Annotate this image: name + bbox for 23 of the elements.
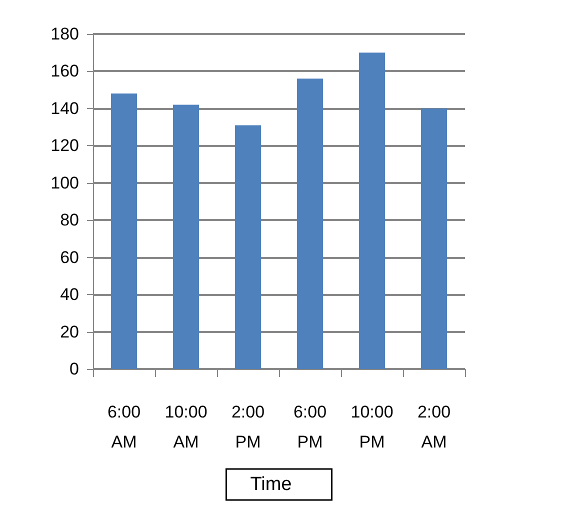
bar [172, 104, 200, 369]
y-tick-label: 40 [60, 285, 79, 304]
y-tick-label: 0 [70, 360, 79, 378]
y-tick-label: 180 [50, 24, 79, 44]
y-tick-label: 140 [50, 98, 79, 118]
x-tick-label: 2:00 PM [231, 402, 265, 452]
y-tick-label: 100 [50, 173, 79, 192]
y-tick-label: 80 [60, 210, 79, 230]
bar [358, 52, 386, 369]
x-tick-label: 6:00 AM [107, 402, 141, 452]
x-tick-label: 10:00 PM [350, 402, 394, 452]
y-tick-label: 60 [60, 248, 79, 267]
x-tick-label: 6:00 PM [293, 402, 327, 452]
y-tick-label: 160 [50, 62, 79, 81]
x-axis-title: Time [250, 474, 292, 495]
bar [234, 125, 262, 369]
bar [296, 78, 324, 369]
bar [110, 94, 138, 369]
x-tick-label: 2:00 AM [417, 402, 451, 452]
y-tick-label: 120 [50, 136, 79, 156]
y-tick-label: 20 [60, 322, 79, 342]
bar [420, 108, 448, 369]
x-tick-label: 10:00 AM [164, 402, 208, 452]
